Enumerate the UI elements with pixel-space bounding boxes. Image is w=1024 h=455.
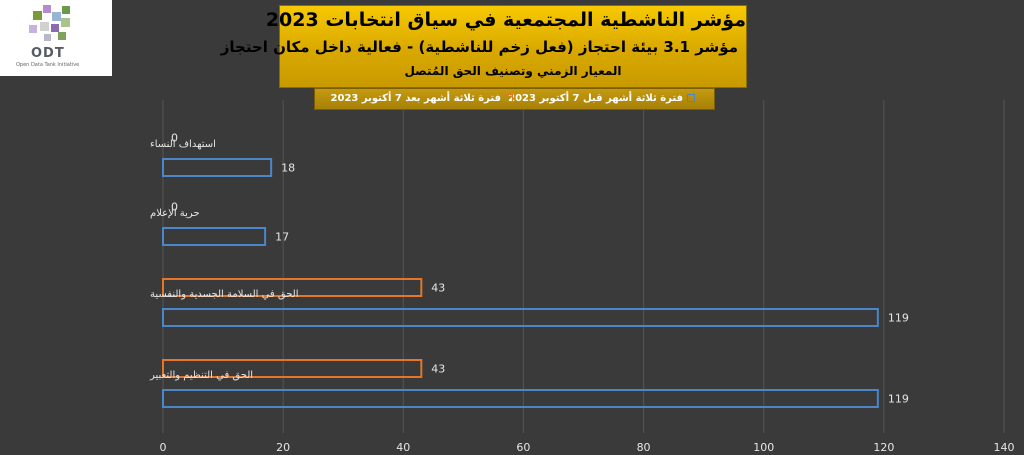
bar-before <box>162 308 879 327</box>
gridlines <box>162 100 1005 433</box>
legend: فترة ثلاثة أشهر قبل 7 أكتوبر 2023 فترة ث… <box>314 88 715 110</box>
x-tick-label-60: 60 <box>516 441 530 454</box>
legend-swatch-after <box>505 94 513 102</box>
value-label-before: 119 <box>888 393 909 406</box>
value-label-after: 43 <box>431 282 445 295</box>
x-tick-label-120: 120 <box>873 441 894 454</box>
category-label: الحق في التنظيم والتعبير <box>149 370 253 381</box>
chart-subtitle: مؤشر 3.1 بيئة احتجاز (فعل زخم للناشطية) … <box>220 38 738 56</box>
value-label-after: 0 <box>171 132 178 145</box>
value-label-after: 0 <box>171 201 178 214</box>
bar-before <box>162 158 273 177</box>
value-label-before: 17 <box>275 231 289 244</box>
bar-before <box>162 227 267 246</box>
logo-tagline: Open Data Tank Initiative <box>16 62 80 68</box>
legend-item-after: فترة ثلاثة أشهر بعد 7 أكتوبر 2023 <box>331 93 513 104</box>
bar-after <box>162 278 423 297</box>
category-label: الحق في السلامة الجسدية والنفسية <box>150 289 299 300</box>
bar-before <box>162 389 879 408</box>
chart-title: مؤشر الناشطية المجتمعية في سياق انتخابات… <box>265 9 746 31</box>
legend-item-before: فترة ثلاثة أشهر قبل 7 أكتوبر 2023 <box>508 93 695 104</box>
x-tick-label-40: 40 <box>396 441 410 454</box>
chart-title-box: مؤشر الناشطية المجتمعية في سياق انتخابات… <box>221 5 747 88</box>
category-label: حرية الإعلام <box>150 208 200 219</box>
x-tick-label-20: 20 <box>276 441 290 454</box>
x-tick-label-80: 80 <box>637 441 651 454</box>
legend-label-before: فترة ثلاثة أشهر قبل 7 أكتوبر 2023 <box>508 93 683 104</box>
x-tick-label-0: 0 <box>160 441 167 454</box>
logo-name: ODT <box>31 46 65 61</box>
odt-logo: ODT Open Data Tank Initiative <box>0 0 112 76</box>
value-label-before: 119 <box>888 312 909 325</box>
legend-swatch-before <box>687 94 695 102</box>
x-tick-label-100: 100 <box>753 441 774 454</box>
x-axis-ticks: 0 20 40 60 80 100 120 140 <box>160 441 1015 454</box>
value-label-before: 18 <box>281 162 295 175</box>
bar-after <box>162 359 423 378</box>
category-labels: استهداف النساء حرية الإعلام الحق في السلام… <box>149 139 299 381</box>
x-tick-label-140: 140 <box>994 441 1015 454</box>
value-label-after: 43 <box>431 363 445 376</box>
chart-subtitle-2: المعيار الزمني وتصنيف الحق المُتصل <box>404 64 622 78</box>
category-label: استهداف النساء <box>150 139 216 150</box>
odt-logo-icon <box>29 5 70 41</box>
bars: 0 18 0 17 43 119 43 119 <box>162 132 909 408</box>
legend-label-after: فترة ثلاثة أشهر بعد 7 أكتوبر 2023 <box>330 93 501 104</box>
